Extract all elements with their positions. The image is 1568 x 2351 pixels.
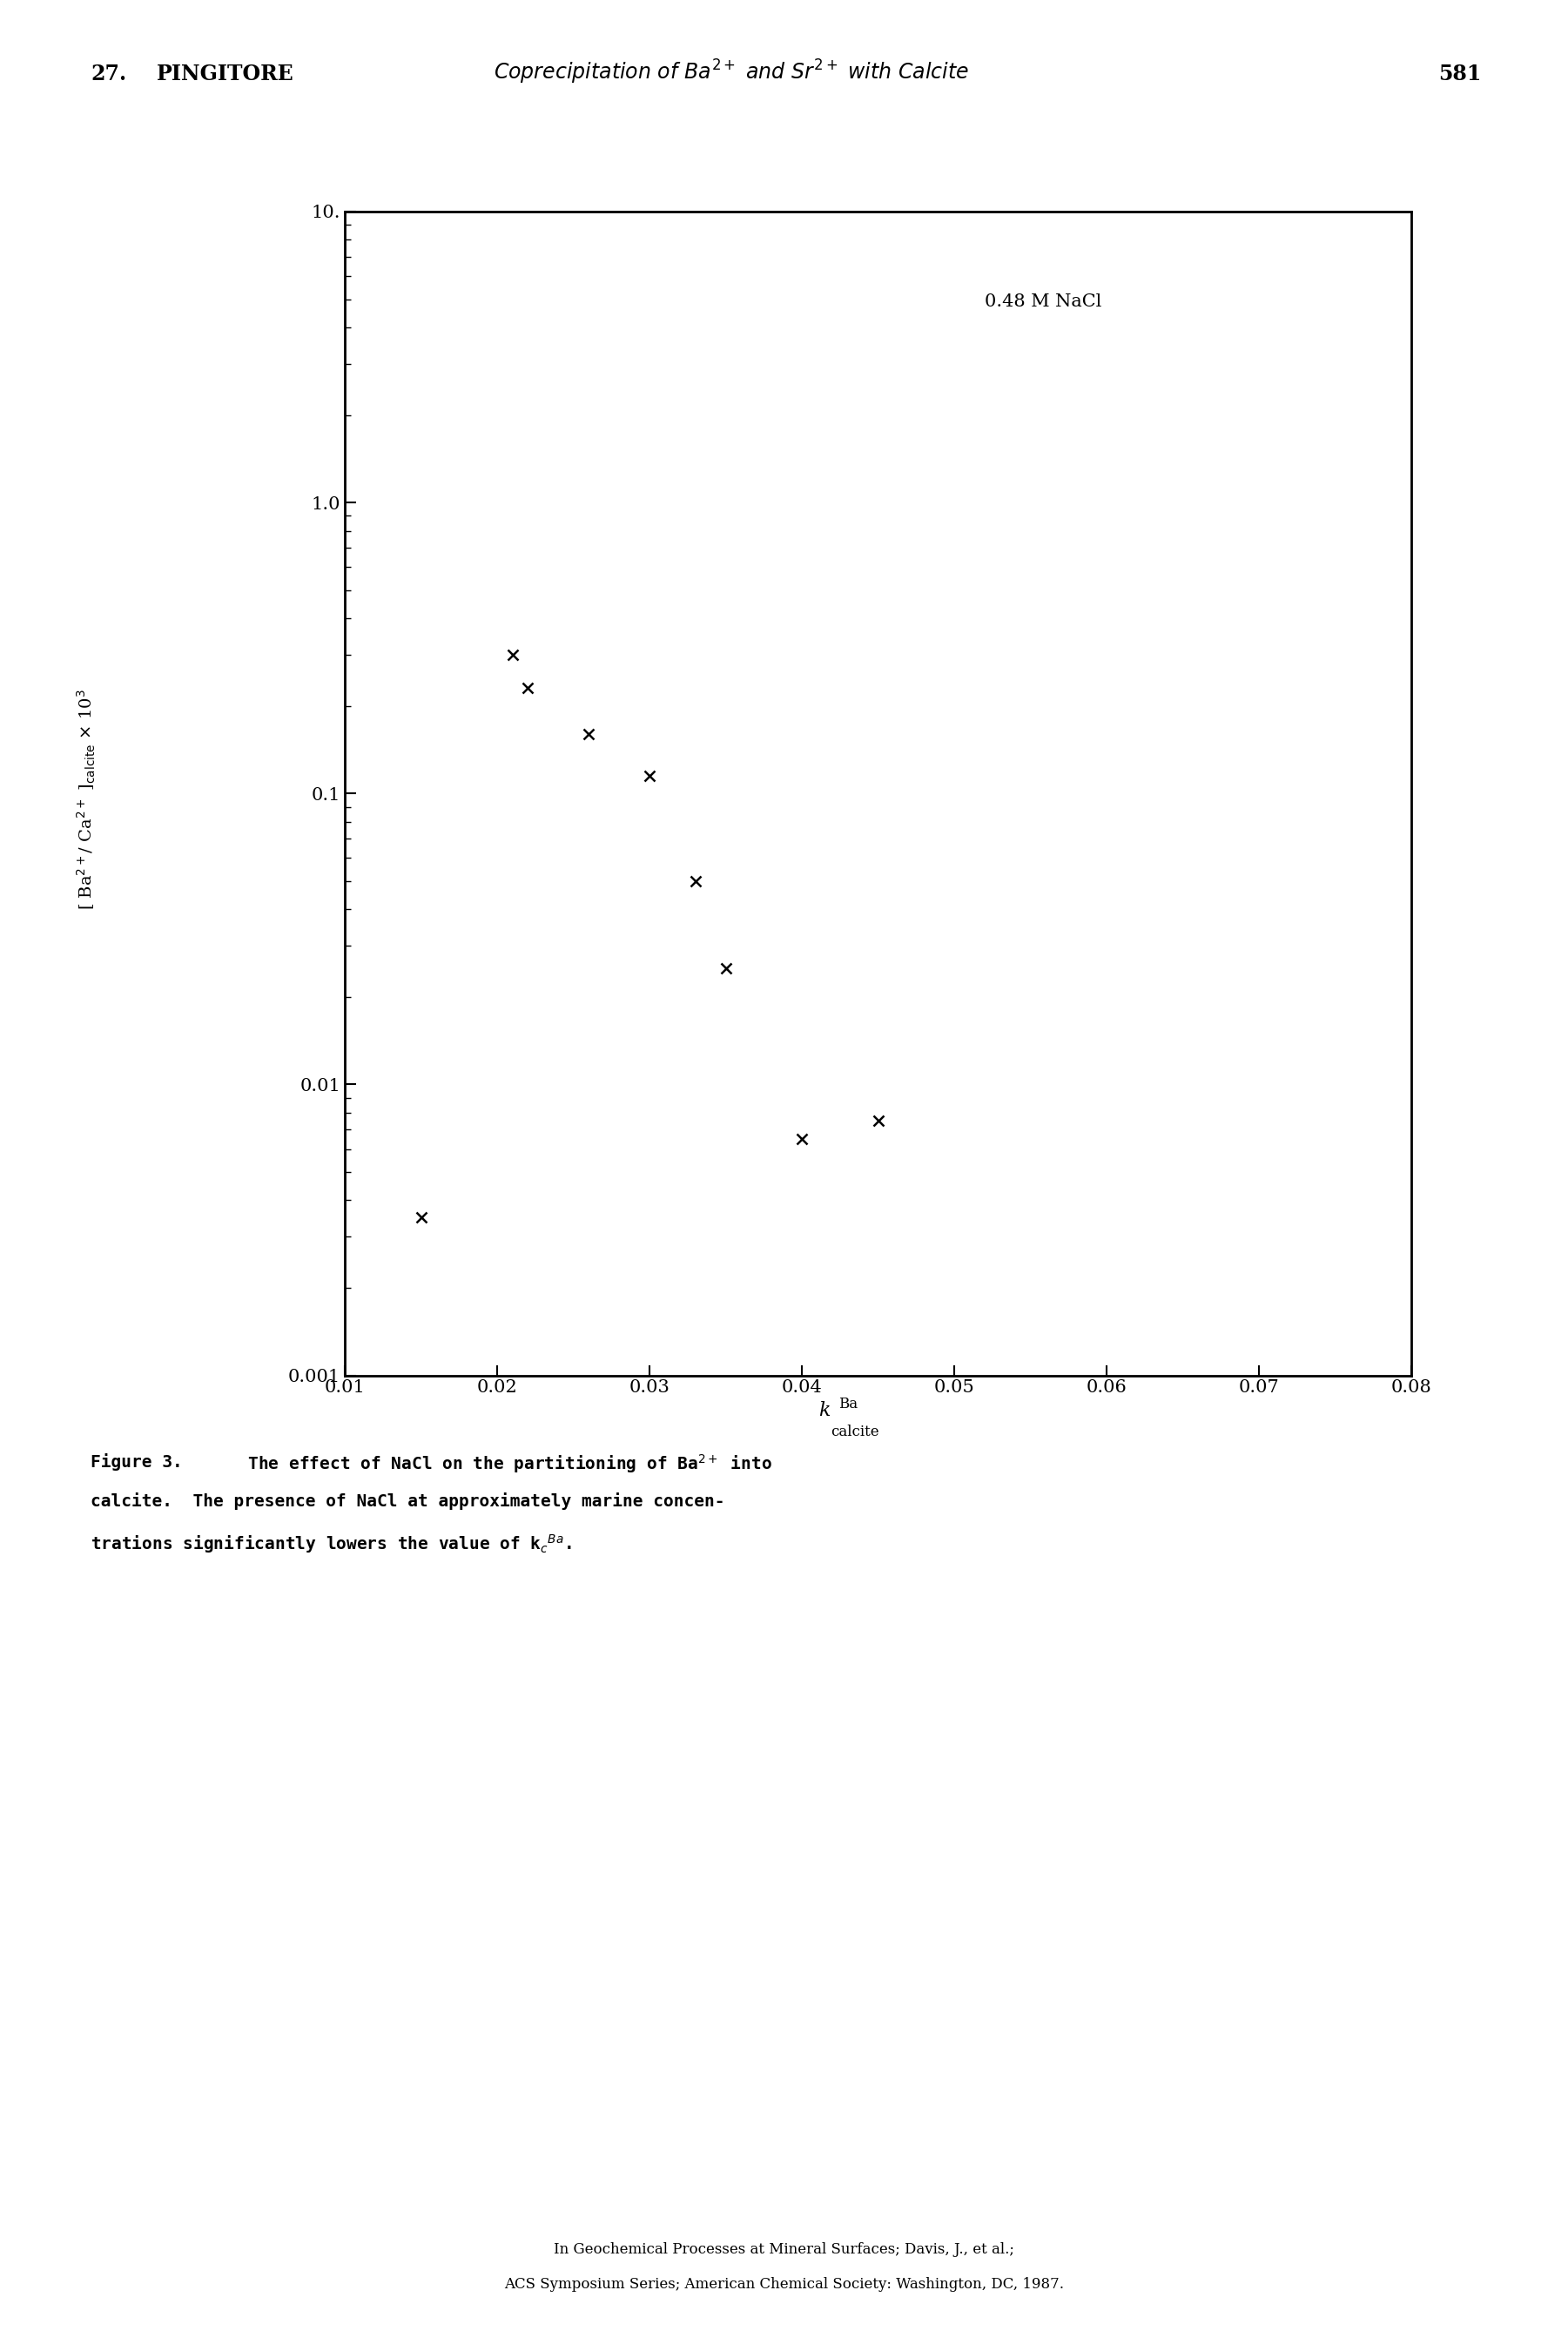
Text: calcite.  The presence of NaCl at approximately marine concen-: calcite. The presence of NaCl at approxi…: [91, 1493, 724, 1509]
Text: 581: 581: [1439, 63, 1482, 85]
Text: PINGITORE: PINGITORE: [157, 63, 295, 85]
Text: 27.: 27.: [91, 63, 127, 85]
Text: The effect of NaCl on the partitioning of Ba$^{2+}$ into: The effect of NaCl on the partitioning o…: [227, 1453, 773, 1476]
Text: trations significantly lowers the value of k$_c$$^{Ba}$.: trations significantly lowers the value …: [91, 1533, 572, 1556]
Text: ACS Symposium Series; American Chemical Society: Washington, DC, 1987.: ACS Symposium Series; American Chemical …: [503, 2278, 1065, 2292]
Text: k: k: [818, 1401, 831, 1420]
Text: $\it{Coprecipitation\ of\ Ba^{2+}\ and\ Sr^{2+}\ with\ Calcite}$: $\it{Coprecipitation\ of\ Ba^{2+}\ and\ …: [494, 59, 969, 87]
Text: calcite: calcite: [831, 1425, 880, 1439]
Text: 0.48 M NaCl: 0.48 M NaCl: [985, 294, 1102, 310]
Text: In Geochemical Processes at Mineral Surfaces; Davis, J., et al.;: In Geochemical Processes at Mineral Surf…: [554, 2243, 1014, 2257]
Text: Figure 3.: Figure 3.: [91, 1453, 183, 1469]
Text: [ Ba$^{2+}$/ Ca$^{2+}$ ]$_{\rm calcite}$ $\times$ 10$^3$: [ Ba$^{2+}$/ Ca$^{2+}$ ]$_{\rm calcite}$…: [75, 689, 97, 910]
Text: Ba: Ba: [839, 1396, 858, 1411]
